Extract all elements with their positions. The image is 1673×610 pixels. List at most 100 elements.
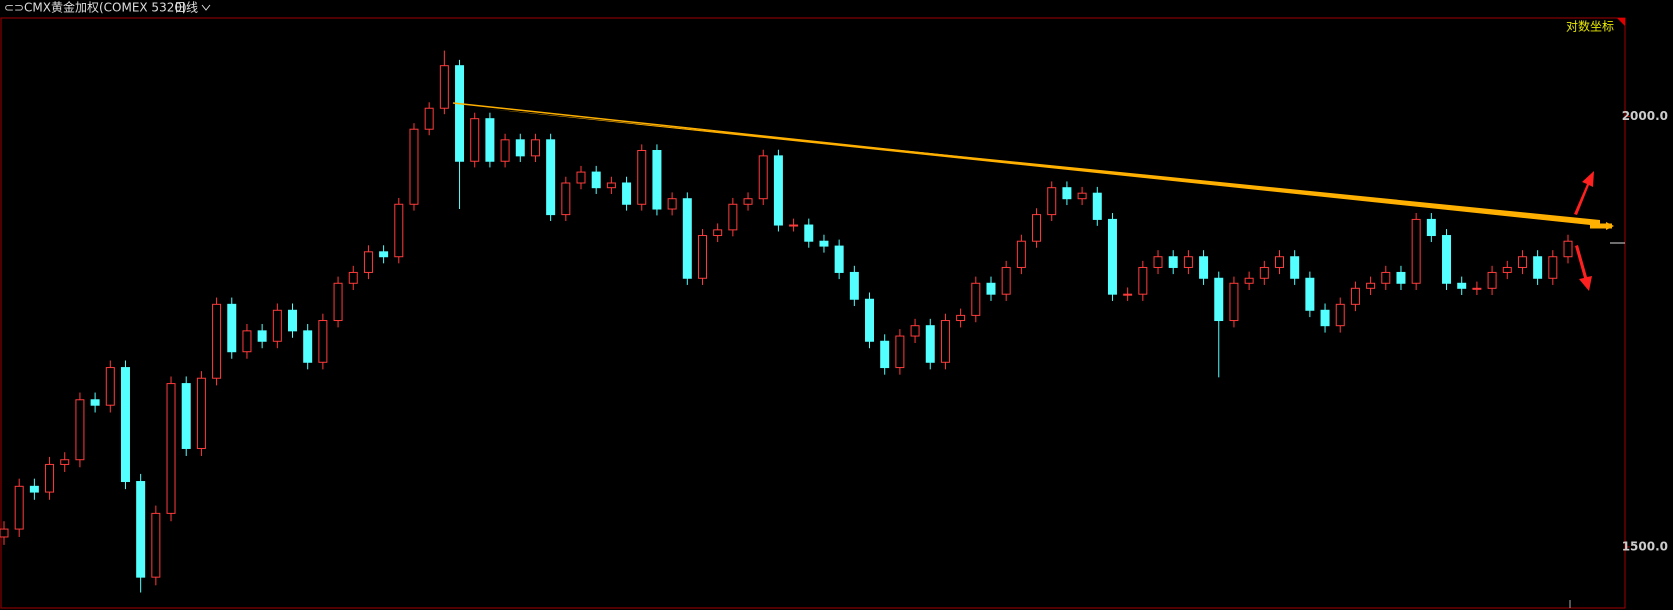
candle-body: [773, 155, 783, 226]
candle-body: [667, 198, 677, 210]
candle-body: [713, 229, 723, 237]
candle-body: [409, 128, 419, 205]
candle-body: [1077, 192, 1087, 200]
candle-body: [272, 309, 282, 342]
candle-body: [606, 182, 616, 189]
candle-body: [75, 399, 85, 461]
candle-body: [257, 330, 267, 342]
candle-body: [1320, 309, 1330, 327]
candle-body: [120, 367, 130, 483]
candle-body: [1426, 218, 1436, 237]
candle-body: [1396, 271, 1406, 284]
candle-body: [439, 65, 449, 109]
candle-body: [0, 528, 9, 538]
candle-body: [1183, 256, 1193, 268]
candle-body: [1517, 256, 1527, 268]
candle-body: [242, 330, 252, 353]
candle-body: [1199, 256, 1209, 279]
candle-body: [1366, 282, 1376, 289]
candle-body: [910, 325, 920, 337]
candle-body: [1290, 256, 1300, 279]
candle-body: [591, 171, 601, 189]
y-tick-label: 1500.0: [1622, 539, 1668, 553]
candle-body: [758, 155, 768, 200]
candle-body: [530, 139, 540, 157]
candle-body: [849, 271, 859, 300]
candle-body: [1442, 235, 1452, 284]
candle-body: [728, 203, 738, 231]
candle-body: [637, 149, 647, 205]
candle-body: [1381, 271, 1391, 284]
candle-body: [895, 335, 905, 369]
candle-body: [1563, 240, 1573, 258]
candle-body: [1274, 256, 1284, 268]
candle-body: [348, 271, 358, 284]
corner-marker: [1617, 18, 1625, 26]
candle-body: [1502, 266, 1512, 273]
candle-body: [90, 399, 100, 406]
candle-body: [196, 377, 206, 449]
candle-body: [1244, 277, 1254, 284]
candle-body: [363, 251, 373, 273]
candle-body: [45, 463, 55, 493]
period-selector[interactable]: 日线: [174, 1, 198, 15]
candle-body: [1472, 287, 1482, 290]
candle-body: [819, 240, 829, 247]
candle-body: [971, 282, 981, 316]
candle-body: [288, 309, 298, 332]
candle-body: [136, 481, 146, 578]
candles: [0, 50, 1573, 593]
period-dropdown-icon[interactable]: [201, 4, 211, 11]
up-arrow: [1574, 171, 1594, 215]
candle-body: [227, 303, 237, 353]
log-scale-toggle[interactable]: 对数坐标: [1566, 19, 1614, 34]
candle-body: [515, 139, 525, 157]
candle-body: [940, 320, 950, 363]
candle-body: [303, 330, 313, 363]
candle-body: [1032, 214, 1042, 242]
candle-body: [561, 182, 571, 216]
candle-body: [151, 512, 161, 578]
candle-body: [105, 367, 115, 406]
candle-body: [1168, 256, 1178, 268]
candle-body: [1107, 218, 1117, 295]
candle-body: [682, 198, 692, 279]
candle-body: [576, 171, 586, 184]
candle-body: [697, 235, 707, 279]
candle-body: [500, 139, 510, 162]
candle-body: [181, 383, 191, 449]
candle-body: [455, 65, 465, 162]
candle-body: [1001, 266, 1011, 295]
y-tick-label: 2000.0: [1622, 109, 1668, 123]
candle-body: [652, 149, 662, 210]
candle-body: [1487, 271, 1497, 289]
candle-body: [14, 485, 24, 530]
plot-frame: [0, 17, 1626, 609]
candle-body: [318, 320, 328, 363]
candle-body: [865, 298, 875, 342]
candle-body: [1335, 303, 1345, 327]
candle-body: [1457, 282, 1467, 289]
candle-body: [166, 383, 176, 514]
candle-body: [333, 282, 343, 322]
candle-body: [834, 245, 844, 273]
link-icon[interactable]: ⊂⊃: [4, 1, 24, 15]
candle-body: [1214, 277, 1224, 322]
candle-body: [956, 314, 966, 322]
candle-body: [1062, 187, 1072, 200]
candle-body: [925, 325, 935, 363]
candle-body: [485, 118, 495, 162]
candle-body: [1350, 287, 1360, 305]
candle-body: [1229, 282, 1239, 322]
candle-body: [789, 224, 799, 227]
candle-body: [1138, 266, 1148, 295]
candle-body: [1411, 218, 1421, 284]
candle-body: [546, 139, 556, 216]
candle-body: [394, 203, 404, 258]
candle-body: [424, 107, 434, 130]
candle-body: [1533, 256, 1543, 279]
trend-line-wedge: [480, 108, 1600, 226]
